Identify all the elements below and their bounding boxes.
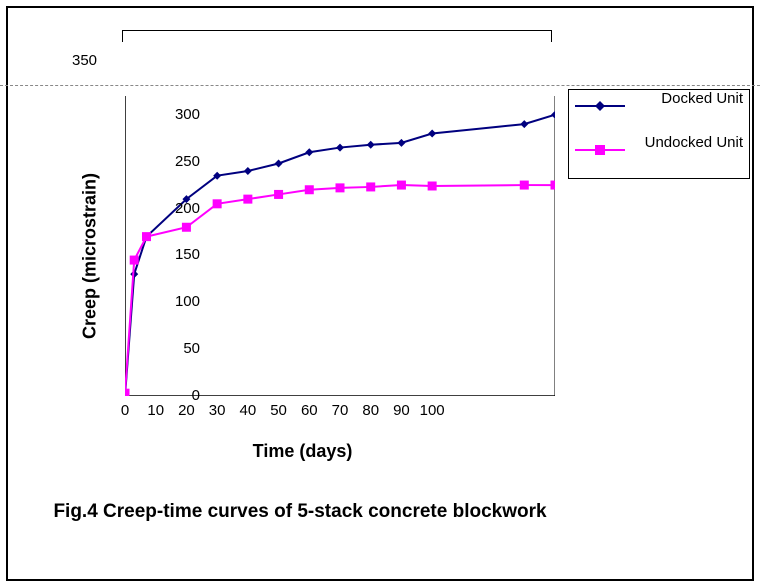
dashed-separator (0, 85, 760, 86)
legend-item-docked: Docked Unit (569, 90, 749, 134)
legend-item-undocked: Undocked Unit (569, 134, 749, 178)
x-tick-label: 100 (420, 402, 445, 419)
legend-marker-undocked (575, 144, 625, 156)
figure-caption: Fig.4 Creep-time curves of 5-stack concr… (40, 500, 560, 524)
y-tick-label: 200 (160, 200, 200, 217)
legend-marker-docked (575, 100, 625, 112)
y-tick-label: 150 (160, 246, 200, 263)
x-tick-label: 40 (240, 402, 257, 419)
y-tick-label: 250 (160, 153, 200, 170)
legend: Docked Unit Undocked Unit (568, 89, 750, 179)
legend-label-docked: Docked Unit (631, 90, 749, 108)
x-tick-label: 50 (270, 402, 287, 419)
x-axis-label: Time (days) (253, 441, 353, 462)
y-tick-label: 100 (160, 293, 200, 310)
y-axis-label: Creep (microstrain) (80, 173, 101, 339)
y-tick-label: 300 (160, 106, 200, 123)
x-tick-label: 80 (362, 402, 379, 419)
x-tick-label: 0 (121, 402, 129, 419)
x-tick-label: 60 (301, 402, 318, 419)
legend-label-undocked: Undocked Unit (631, 134, 749, 152)
y-tick-label: 50 (160, 340, 200, 357)
x-tick-label: 10 (147, 402, 164, 419)
top-bracket (122, 30, 552, 42)
x-tick-label: 30 (209, 402, 226, 419)
x-tick-label: 70 (332, 402, 349, 419)
extra-tick-350: 350 (72, 52, 97, 69)
plot-wrap: Creep (microstrain) 050100150200250300 0… (45, 96, 560, 416)
x-tick-label: 20 (178, 402, 195, 419)
x-tick-label: 90 (393, 402, 410, 419)
